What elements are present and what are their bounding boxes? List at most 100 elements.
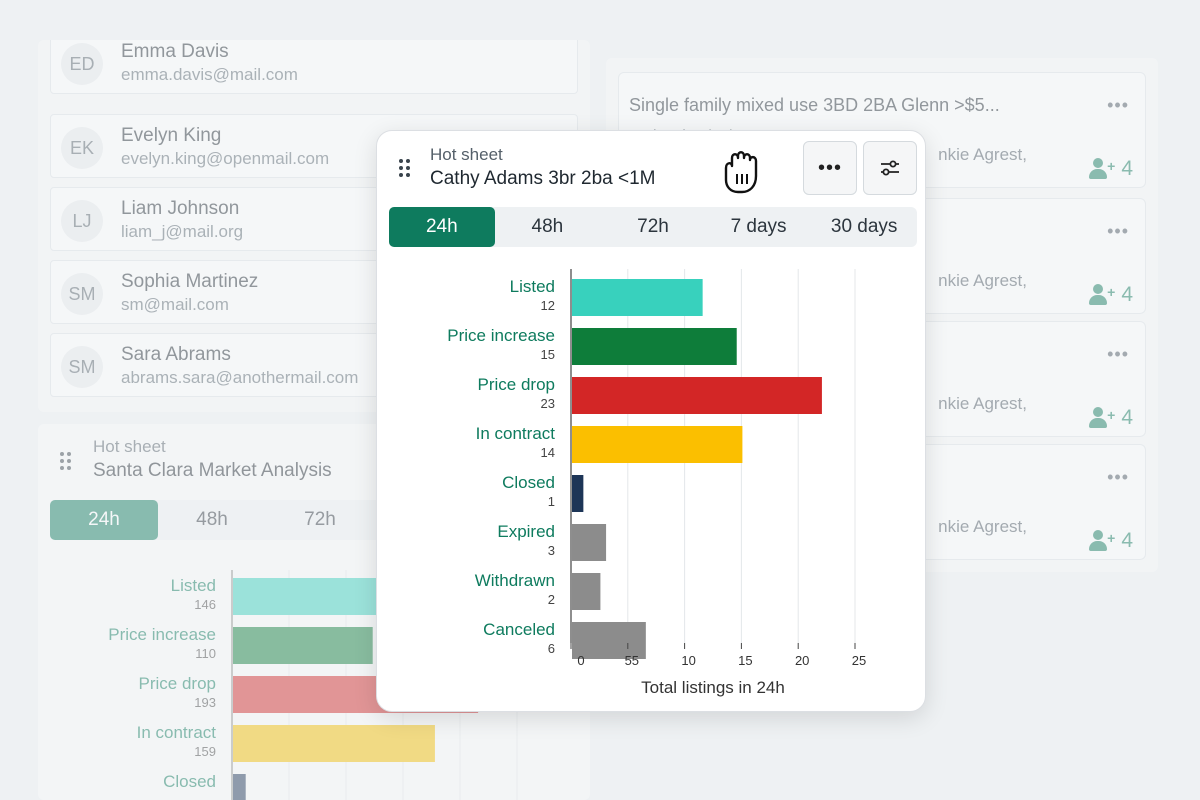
category-label: In contract bbox=[476, 424, 556, 443]
contact-email: sm@mail.com bbox=[121, 295, 229, 314]
category-count: 15 bbox=[541, 347, 555, 362]
card-label: Hot sheet bbox=[430, 145, 503, 164]
card-title: Cathy Adams 3br 2ba <1M bbox=[430, 168, 656, 189]
share-count[interactable]: +4 bbox=[1089, 157, 1133, 181]
bar[interactable] bbox=[572, 328, 737, 365]
contact-email: emma.davis@mail.com bbox=[121, 65, 298, 84]
contact-name: Emma Davis bbox=[121, 41, 229, 62]
avatar: ED bbox=[61, 43, 103, 85]
category-label: Price increase bbox=[108, 625, 216, 644]
tab-48h[interactable]: 48h bbox=[531, 216, 564, 237]
share-count-value: 4 bbox=[1121, 529, 1133, 552]
x-tick-label: 25 bbox=[852, 653, 866, 668]
share-count[interactable]: +4 bbox=[1089, 406, 1133, 430]
category-label: Withdrawn bbox=[475, 571, 555, 590]
list-item-agents: nkie Agrest, bbox=[938, 271, 1027, 290]
avatar: SM bbox=[61, 346, 103, 388]
contact-name: Evelyn King bbox=[121, 125, 222, 146]
avatar: LJ bbox=[61, 200, 103, 242]
category-label: Price drop bbox=[478, 375, 555, 394]
list-item-title: Single family mixed use 3BD 2BA Glenn >$… bbox=[629, 95, 1000, 115]
contact-name: Sophia Martinez bbox=[121, 271, 259, 292]
avatar: EK bbox=[61, 127, 103, 169]
category-count: 12 bbox=[541, 298, 555, 313]
category-count: 3 bbox=[548, 543, 555, 558]
filter-settings-button[interactable] bbox=[863, 141, 917, 195]
bar[interactable] bbox=[572, 524, 607, 561]
x-tick-label: 15 bbox=[738, 653, 752, 668]
tab-7-days[interactable]: 7 days bbox=[730, 216, 787, 237]
share-count-value: 4 bbox=[1121, 406, 1133, 429]
avatar: SM bbox=[61, 273, 103, 315]
share-count[interactable]: +4 bbox=[1089, 283, 1133, 307]
list-item-agents: nkie Agrest, bbox=[938, 145, 1027, 164]
contact-name: Sara Abrams bbox=[121, 344, 231, 365]
category-label: Listed bbox=[171, 576, 216, 595]
tab-72h[interactable]: 72h bbox=[637, 216, 669, 237]
add-person-icon: + bbox=[1089, 284, 1115, 306]
category-count: 146 bbox=[194, 597, 216, 612]
share-count-value: 4 bbox=[1121, 283, 1133, 306]
more-icon[interactable]: ••• bbox=[1107, 344, 1129, 364]
list-item-agents: nkie Agrest, bbox=[938, 394, 1027, 413]
share-count[interactable]: +4 bbox=[1089, 529, 1133, 553]
x-tick-label: 55 bbox=[625, 653, 639, 668]
bg-hot-sheet-title: Santa Clara Market Analysis bbox=[93, 460, 332, 481]
bar[interactable] bbox=[572, 622, 646, 659]
category-count: 110 bbox=[195, 646, 216, 661]
category-count: 159 bbox=[194, 744, 216, 759]
more-icon: ••• bbox=[817, 157, 842, 179]
category-label: Closed bbox=[163, 772, 216, 791]
more-icon[interactable]: ••• bbox=[1107, 221, 1129, 241]
tab-48h[interactable]: 48h bbox=[196, 509, 228, 530]
category-label: Price increase bbox=[447, 326, 555, 345]
category-label: Canceled bbox=[483, 620, 555, 639]
list-item-agents: nkie Agrest, bbox=[938, 517, 1027, 536]
bar[interactable] bbox=[572, 377, 822, 414]
contact-email: abrams.sara@anothermail.com bbox=[121, 368, 359, 387]
bar[interactable] bbox=[572, 426, 743, 463]
x-tick-label: 20 bbox=[795, 653, 809, 668]
add-person-icon: + bbox=[1089, 407, 1115, 429]
share-count-value: 4 bbox=[1121, 157, 1133, 180]
tab-24h[interactable]: 24h bbox=[50, 500, 158, 540]
bar[interactable] bbox=[572, 279, 703, 316]
sliders-icon bbox=[881, 160, 899, 176]
category-count: 6 bbox=[548, 641, 555, 656]
tab-24h[interactable]: 24h bbox=[389, 207, 495, 247]
contact-row[interactable]: ED Emma Davis emma.davis@mail.com bbox=[50, 40, 578, 94]
bar[interactable] bbox=[572, 475, 584, 512]
hot-sheet-card: Hot sheet Cathy Adams 3br 2ba <1M ••• 24… bbox=[376, 130, 926, 712]
more-options-button[interactable]: ••• bbox=[803, 141, 857, 195]
bar bbox=[233, 725, 435, 762]
tab-30-days[interactable]: 30 days bbox=[830, 216, 898, 237]
x-tick-label: 10 bbox=[681, 653, 695, 668]
contact-name: Liam Johnson bbox=[121, 198, 240, 219]
category-label: Listed bbox=[510, 277, 555, 296]
bar bbox=[233, 774, 246, 800]
category-count: 2 bbox=[548, 592, 555, 607]
contact-email: evelyn.king@openmail.com bbox=[121, 149, 330, 168]
category-count: 193 bbox=[194, 695, 216, 710]
time-range-tabs: 24h 48h 72h 7 days 30 days bbox=[389, 207, 917, 247]
bar[interactable] bbox=[572, 573, 601, 610]
contact-email: liam_j@mail.org bbox=[121, 222, 244, 241]
category-count: 23 bbox=[541, 396, 555, 411]
category-label: Closed bbox=[502, 473, 555, 492]
category-label: In contract bbox=[137, 723, 217, 742]
bar bbox=[233, 627, 373, 664]
add-person-icon: + bbox=[1089, 530, 1115, 552]
add-person-icon: + bbox=[1089, 158, 1115, 180]
drag-handle-icon[interactable] bbox=[399, 159, 410, 177]
more-icon[interactable]: ••• bbox=[1107, 95, 1129, 115]
category-label: Price drop bbox=[139, 674, 216, 693]
category-count: 1 bbox=[548, 494, 555, 509]
tab-72h[interactable]: 72h bbox=[304, 509, 336, 530]
more-icon[interactable]: ••• bbox=[1107, 467, 1129, 487]
category-count: 14 bbox=[541, 445, 555, 460]
category-label: Expired bbox=[497, 522, 555, 541]
x-tick-label: 0 bbox=[577, 653, 584, 668]
bg-hot-sheet-label: Hot sheet bbox=[93, 437, 166, 456]
drag-handle-icon[interactable] bbox=[60, 452, 71, 470]
